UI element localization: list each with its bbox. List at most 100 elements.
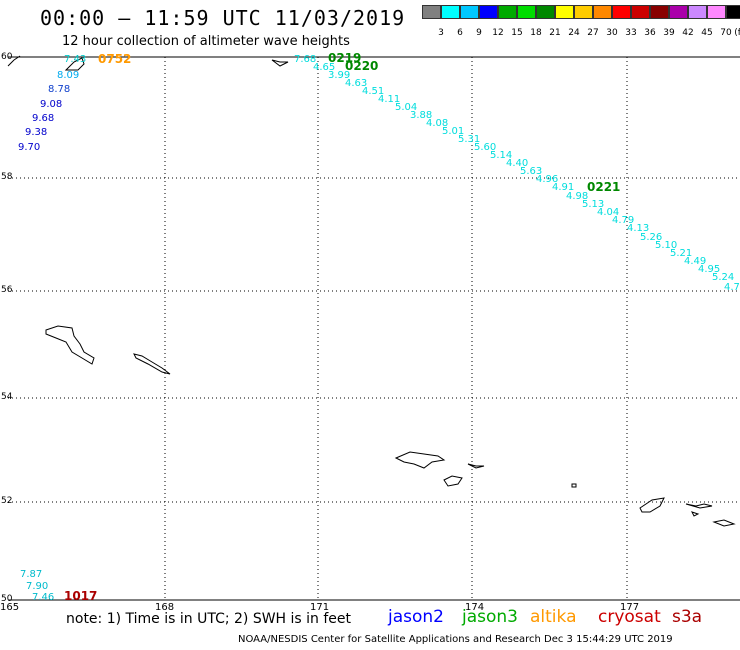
colorbar-swatch — [593, 5, 612, 19]
colorbar-label: (ft) — [734, 28, 740, 38]
legend-cryosat: cryosat — [598, 607, 661, 627]
coastlines — [7, 55, 736, 527]
lon-label-165: 165 — [0, 602, 20, 613]
wave-height-label: 5.13 — [582, 199, 604, 210]
wave-height-label: 9.70 — [18, 142, 40, 153]
lat-label-50: 50 — [1, 594, 13, 604]
wave-height-label: 5.21 — [670, 248, 692, 259]
colorbar-swatch — [498, 5, 517, 19]
wave-height-label: 4.63 — [345, 78, 367, 89]
island-kanaga — [712, 519, 736, 527]
colorbar-label: 6 — [457, 28, 463, 38]
wave-height-label: 5.14 — [490, 150, 512, 161]
grid-lines — [8, 57, 740, 600]
island-amchitka — [639, 497, 665, 513]
wave-height-label: 4.51 — [362, 86, 384, 97]
wave-tracks: 7.684.653.994.634.514.115.043.884.085.01… — [18, 51, 740, 603]
colorbar-swatch — [631, 5, 650, 19]
wave-height-label: 4.98 — [566, 191, 588, 202]
lon-label-174: 174 — [465, 602, 485, 613]
wave-height-label: 5.04 — [395, 102, 417, 113]
colorbar-label: 3 — [438, 28, 444, 38]
wave-height-label: 4.08 — [426, 118, 448, 129]
wave-height-label: 4.7 — [724, 282, 740, 293]
wave-height-label: 4.65 — [313, 62, 335, 73]
colorbar-swatch — [688, 5, 707, 19]
wave-height-label: 5.01 — [442, 126, 464, 137]
pass-time-label: 0220 — [345, 59, 378, 73]
wave-height-label: 7.87 — [20, 569, 42, 580]
colorbar-label: 27 — [587, 28, 599, 38]
lat-label-56: 56 — [1, 285, 13, 295]
colorbar-label: 33 — [625, 28, 637, 38]
wave-height-label: 5.31 — [458, 134, 480, 145]
lat-label-60: 60 — [1, 52, 13, 62]
island-semisopochnoi — [571, 483, 577, 488]
legend-altika: altika — [530, 607, 577, 627]
colorbar-swatch — [612, 5, 631, 19]
colorbar-label: 24 — [568, 28, 580, 38]
wave-height-label: 5.63 — [520, 166, 542, 177]
wave-height-label: 9.38 — [25, 127, 47, 138]
wave-height-label: 7.43 — [64, 54, 86, 65]
island-commander — [271, 59, 289, 67]
colorbar-label: 39 — [663, 28, 675, 38]
island-tanaga — [685, 503, 713, 509]
colorbar-swatch — [479, 5, 498, 19]
wave-height-label: 4.49 — [684, 256, 706, 267]
colorbar-swatch — [460, 5, 479, 19]
wave-height-label: 5.24 — [712, 272, 734, 283]
island-attu — [45, 325, 95, 365]
colorbar-swatch — [422, 5, 441, 19]
wave-height-label: 4.11 — [378, 94, 400, 105]
lat-label-54: 54 — [1, 392, 13, 402]
wave-height-label: 5.60 — [474, 142, 496, 153]
wave-height-label: 4.79 — [612, 215, 634, 226]
legend-jason3: jason3 — [462, 607, 518, 627]
wave-height-label: 3.88 — [410, 110, 432, 121]
island-kiska — [394, 451, 446, 469]
wave-height-label: 7.46 — [32, 592, 54, 603]
wave-height-label: 4.04 — [597, 207, 619, 218]
map-title: 00:00 – 11:59 UTC 11/03/2019 — [40, 6, 406, 30]
wave-height-label: 8.09 — [57, 70, 79, 81]
map-subtitle: 12 hour collection of altimeter wave hei… — [62, 34, 350, 49]
pass-time-label: 1017 — [64, 589, 97, 603]
wave-height-label: 7.90 — [26, 581, 48, 592]
wave-height-label: 4.91 — [552, 182, 574, 193]
island-agattu — [133, 353, 171, 375]
lat-label-52: 52 — [1, 496, 13, 506]
lat-label-58: 58 — [1, 172, 13, 182]
wave-height-label: 4.40 — [506, 158, 528, 169]
wave-height-label: 8.78 — [48, 84, 70, 95]
island-karaginsky — [64, 57, 85, 71]
island-little-kiska — [467, 463, 485, 469]
map-frame — [8, 56, 740, 601]
wave-height-label: 9.08 — [40, 99, 62, 110]
lon-label-177: 177 — [620, 602, 640, 613]
colorbar-swatch — [650, 5, 669, 19]
pass-time-label: 0221 — [587, 180, 620, 194]
wave-height-label: 5.26 — [640, 232, 662, 243]
wave-height-label: 4.96 — [536, 174, 558, 185]
colorbar-swatch — [555, 5, 574, 19]
colorbar-label: 36 — [644, 28, 656, 38]
island-adak — [691, 511, 700, 517]
units-note: note: 1) Time is in UTC; 2) SWH is in fe… — [66, 611, 352, 627]
wave-height-label: 5.10 — [655, 240, 677, 251]
pass-time-label: 0752 — [98, 52, 131, 66]
colorbar-label: 9 — [476, 28, 482, 38]
wave-height-label: 7.68 — [294, 54, 316, 65]
credit-line: NOAA/NESDIS Center for Satellite Applica… — [238, 634, 673, 645]
wave-height-label: 4.13 — [627, 223, 649, 234]
colorbar-label: 15 — [511, 28, 523, 38]
colorbar-swatch — [441, 5, 460, 19]
colorbar-swatch — [536, 5, 555, 19]
colorbar-label: 70 — [720, 28, 732, 38]
colorbar-label: 30 — [606, 28, 618, 38]
colorbar-label: 45 — [701, 28, 713, 38]
colorbar-label: 18 — [530, 28, 542, 38]
colorbar-swatch — [574, 5, 593, 19]
wave-height-label: 3.99 — [328, 70, 350, 81]
